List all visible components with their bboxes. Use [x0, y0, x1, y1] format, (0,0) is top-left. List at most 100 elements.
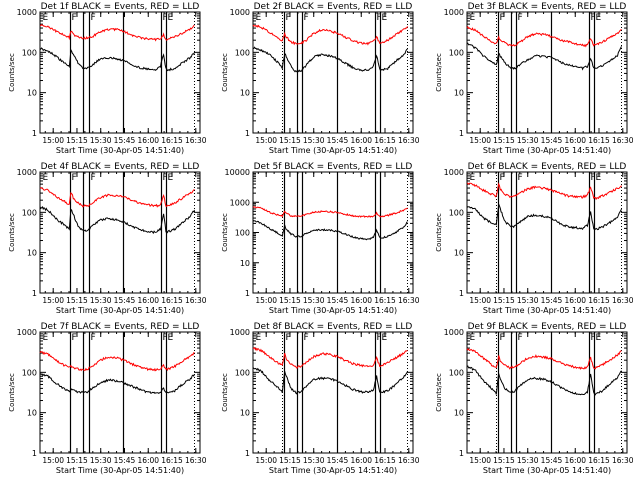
chart-title: Det 6f BLACK = Events, RED = LLD	[468, 162, 627, 172]
x-tick-label: 16:00	[137, 296, 159, 305]
y-axis-label: Counts/sec	[221, 53, 229, 92]
y-tick-label: 10	[27, 89, 37, 98]
y-tick-label: 1000	[17, 328, 37, 337]
x-tick-label: 15:30	[303, 296, 325, 305]
event-marker-label: E	[43, 173, 49, 183]
x-tick-label: 15:30	[303, 456, 325, 465]
y-tick-label: 10	[27, 249, 37, 258]
x-tick-label: 16:30	[612, 296, 634, 305]
chart-title: Det 2f BLACK = Events, RED = LLD	[254, 2, 413, 12]
y-tick-label: 1000	[444, 328, 464, 337]
y-tick-label: 10	[240, 89, 250, 98]
event-marker-label: E	[470, 13, 476, 23]
y-tick-label: 10	[27, 409, 37, 418]
x-axis-label: Start Time (30-Apr-05 14:51:40)	[269, 466, 397, 475]
x-tick-label: 15:45	[541, 296, 563, 305]
y-tick-label: 1000	[17, 168, 37, 177]
y-tick-label: 1	[32, 129, 37, 138]
y-tick-label: 100	[22, 208, 37, 217]
x-tick-label: 15:30	[90, 296, 112, 305]
x-tick-label: 16:00	[564, 136, 586, 145]
x-axis-label: Start Time (30-Apr-05 14:51:40)	[56, 306, 184, 315]
chart-title: Det 3f BLACK = Events, RED = LLD	[468, 2, 627, 12]
x-tick-label: 15:45	[327, 136, 349, 145]
event-marker-label: E	[256, 333, 262, 343]
plot-frame	[252, 331, 414, 454]
event-marker-label: F	[377, 13, 382, 23]
x-tick-label: 15:00	[255, 456, 277, 465]
y-tick-label: 100	[22, 48, 37, 57]
x-tick-label: 16:15	[588, 136, 610, 145]
x-tick-label: 15:15	[66, 296, 88, 305]
series-line-lld	[252, 24, 408, 46]
x-axis-label: Start Time (30-Apr-05 14:51:40)	[483, 306, 611, 315]
chart-panel-8: Det 8f BLACK = Events, RED = LLD 1 10 100 10…	[221, 322, 420, 475]
event-marker-label: F	[591, 173, 596, 183]
y-axis-label: Counts/sec	[221, 213, 229, 252]
y-tick-label: 100	[235, 229, 250, 238]
x-axis-label: Start Time (30-Apr-05 14:51:40)	[269, 306, 397, 315]
plot-frame	[466, 11, 628, 134]
x-tick-label: 16:00	[564, 456, 586, 465]
event-marker-label: E	[168, 173, 174, 183]
x-axis-label: Start Time (30-Apr-05 14:51:40)	[269, 146, 397, 155]
event-marker-label: F	[72, 333, 77, 343]
x-tick-label: 15:30	[303, 136, 325, 145]
x-tick-label: 16:30	[185, 136, 207, 145]
event-marker-label: F	[591, 333, 596, 343]
y-tick-label: 1	[459, 129, 464, 138]
x-tick-label: 16:30	[398, 456, 420, 465]
event-marker-label: F	[500, 173, 505, 183]
y-tick-label: 1	[245, 289, 250, 298]
x-tick-label: 16:30	[398, 296, 420, 305]
x-axis-label: Start Time (30-Apr-05 14:51:40)	[56, 146, 184, 155]
event-marker-label: E	[43, 333, 49, 343]
y-tick-label: 10	[240, 409, 250, 418]
y-axis-label: Counts/sec	[435, 213, 443, 252]
event-marker-label: F	[91, 333, 96, 343]
series-line-lld	[39, 187, 195, 208]
chart-panel-2: Det 2f BLACK = Events, RED = LLD 1 10 100 10…	[221, 2, 420, 155]
x-tick-label: 16:30	[398, 136, 420, 145]
event-marker-label: F	[91, 173, 96, 183]
plot-frame	[39, 11, 201, 134]
event-marker-label: E	[596, 13, 602, 23]
x-tick-label: 15:30	[90, 136, 112, 145]
x-tick-label: 15:00	[255, 296, 277, 305]
x-tick-label: 16:15	[161, 136, 183, 145]
x-tick-label: 15:30	[517, 136, 539, 145]
x-tick-label: 16:00	[350, 296, 372, 305]
x-tick-label: 15:00	[255, 136, 277, 145]
x-axis-label: Start Time (30-Apr-05 14:51:40)	[56, 466, 184, 475]
series-line-events	[252, 46, 408, 74]
x-tick-label: 15:45	[114, 456, 136, 465]
y-tick-label: 1	[459, 289, 464, 298]
x-tick-label: 15:00	[469, 136, 491, 145]
event-marker-label: F	[72, 173, 77, 183]
x-tick-label: 16:30	[612, 136, 634, 145]
x-tick-label: 15:00	[42, 296, 64, 305]
event-marker-label: F	[286, 333, 291, 343]
y-axis-label: Counts/sec	[435, 53, 443, 92]
series-line-events	[252, 367, 408, 395]
y-tick-label: 100	[235, 48, 250, 57]
y-axis-label: Counts/sec	[435, 373, 443, 412]
chart-title: Det 4f BLACK = Events, RED = LLD	[41, 162, 200, 172]
event-marker-label: F	[72, 13, 77, 23]
y-tick-label: 1000	[230, 8, 250, 17]
y-tick-label: 10	[240, 259, 250, 268]
event-marker-label: F	[286, 13, 291, 23]
series-line-events	[252, 219, 408, 241]
y-tick-label: 1	[459, 449, 464, 458]
x-tick-label: 15:15	[279, 456, 301, 465]
chart-panel-6: Det 6f BLACK = Events, RED = LLD 1 10 100 10…	[435, 162, 634, 315]
event-marker-label: E	[168, 13, 174, 23]
x-tick-label: 15:30	[517, 456, 539, 465]
event-marker-label: F	[518, 173, 523, 183]
event-marker-label: F	[91, 13, 96, 23]
y-tick-label: 1	[32, 289, 37, 298]
event-marker-label: E	[256, 13, 262, 23]
x-tick-label: 15:15	[66, 136, 88, 145]
x-tick-label: 16:30	[185, 456, 207, 465]
x-tick-label: 15:00	[42, 136, 64, 145]
